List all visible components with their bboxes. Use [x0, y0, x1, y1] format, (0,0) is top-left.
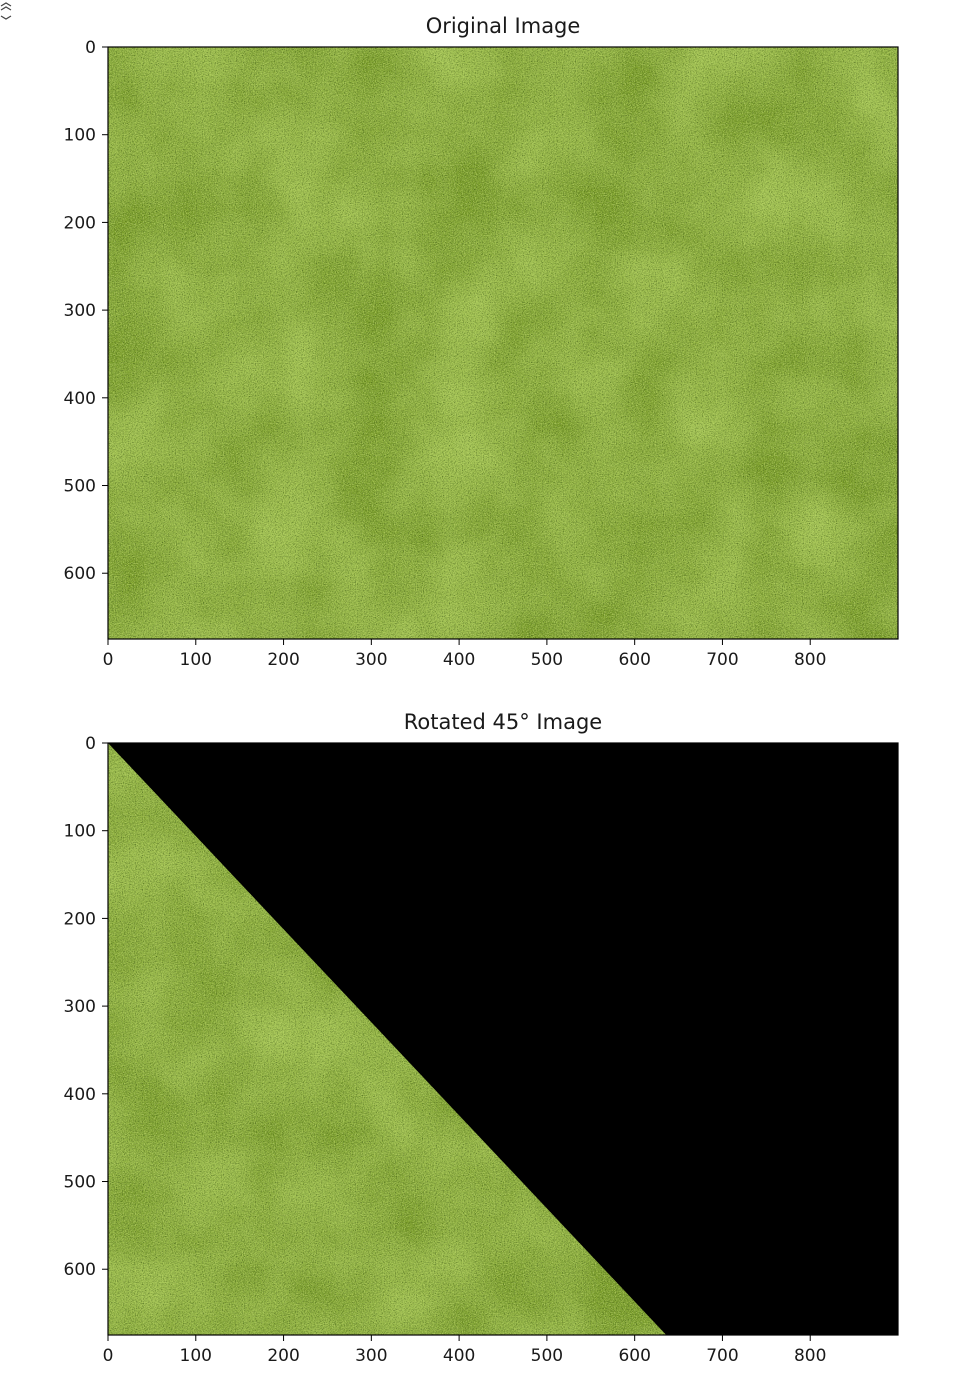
y-tick-label: 500 [64, 477, 96, 497]
original-image-panel: Original Image 0 100 200 300 400 500 600 700 800 0… [64, 14, 899, 670]
axes-frame [107, 46, 899, 640]
y-tick-label: 200 [64, 909, 96, 929]
y-tick-label: 100 [64, 126, 96, 146]
grass-texture [108, 47, 898, 639]
x-tick-label: 500 [531, 650, 563, 670]
y-tick-label: 400 [64, 389, 96, 409]
y-tick-label: 600 [64, 1260, 96, 1280]
x-tick-label: 200 [267, 650, 299, 670]
y-tick-label: 300 [64, 997, 96, 1017]
y-tick-label: 500 [64, 1173, 96, 1193]
chart-title: Rotated 45° Image [404, 710, 602, 734]
y-tick-label: 0 [85, 38, 96, 58]
chart-title: Original Image [426, 14, 581, 38]
x-tick-label: 100 [180, 650, 212, 670]
image-area [108, 47, 898, 639]
y-tick-label: 600 [64, 564, 96, 584]
x-tick-label: 700 [706, 650, 738, 670]
x-tick-label: 600 [618, 650, 650, 670]
image-area [108, 743, 898, 1335]
x-tick-label: 300 [355, 1346, 387, 1366]
x-tick-label: 800 [794, 650, 826, 670]
x-tick-label: 700 [706, 1346, 738, 1366]
y-tick-label: 400 [64, 1085, 96, 1105]
y-tick-label: 300 [64, 301, 96, 321]
x-tick-label: 0 [103, 650, 114, 670]
y-tick-label: 100 [64, 822, 96, 842]
y-tick-label: 0 [85, 734, 96, 754]
x-tick-label: 0 [103, 1346, 114, 1366]
x-tick-label: 200 [267, 1346, 299, 1366]
x-tick-label: 500 [531, 1346, 563, 1366]
x-tick-label: 400 [443, 650, 475, 670]
x-tick-label: 600 [618, 1346, 650, 1366]
y-tick-label: 200 [64, 213, 96, 233]
x-tick-label: 400 [443, 1346, 475, 1366]
expand-icon[interactable] [0, 2, 12, 24]
axes-frame [107, 742, 899, 1336]
x-tick-label: 800 [794, 1346, 826, 1366]
x-tick-label: 300 [355, 650, 387, 670]
x-tick-label: 100 [180, 1346, 212, 1366]
rotated-image-panel: Rotated 45° Image 0 100 200 300 400 500 600 700 8… [64, 710, 899, 1366]
